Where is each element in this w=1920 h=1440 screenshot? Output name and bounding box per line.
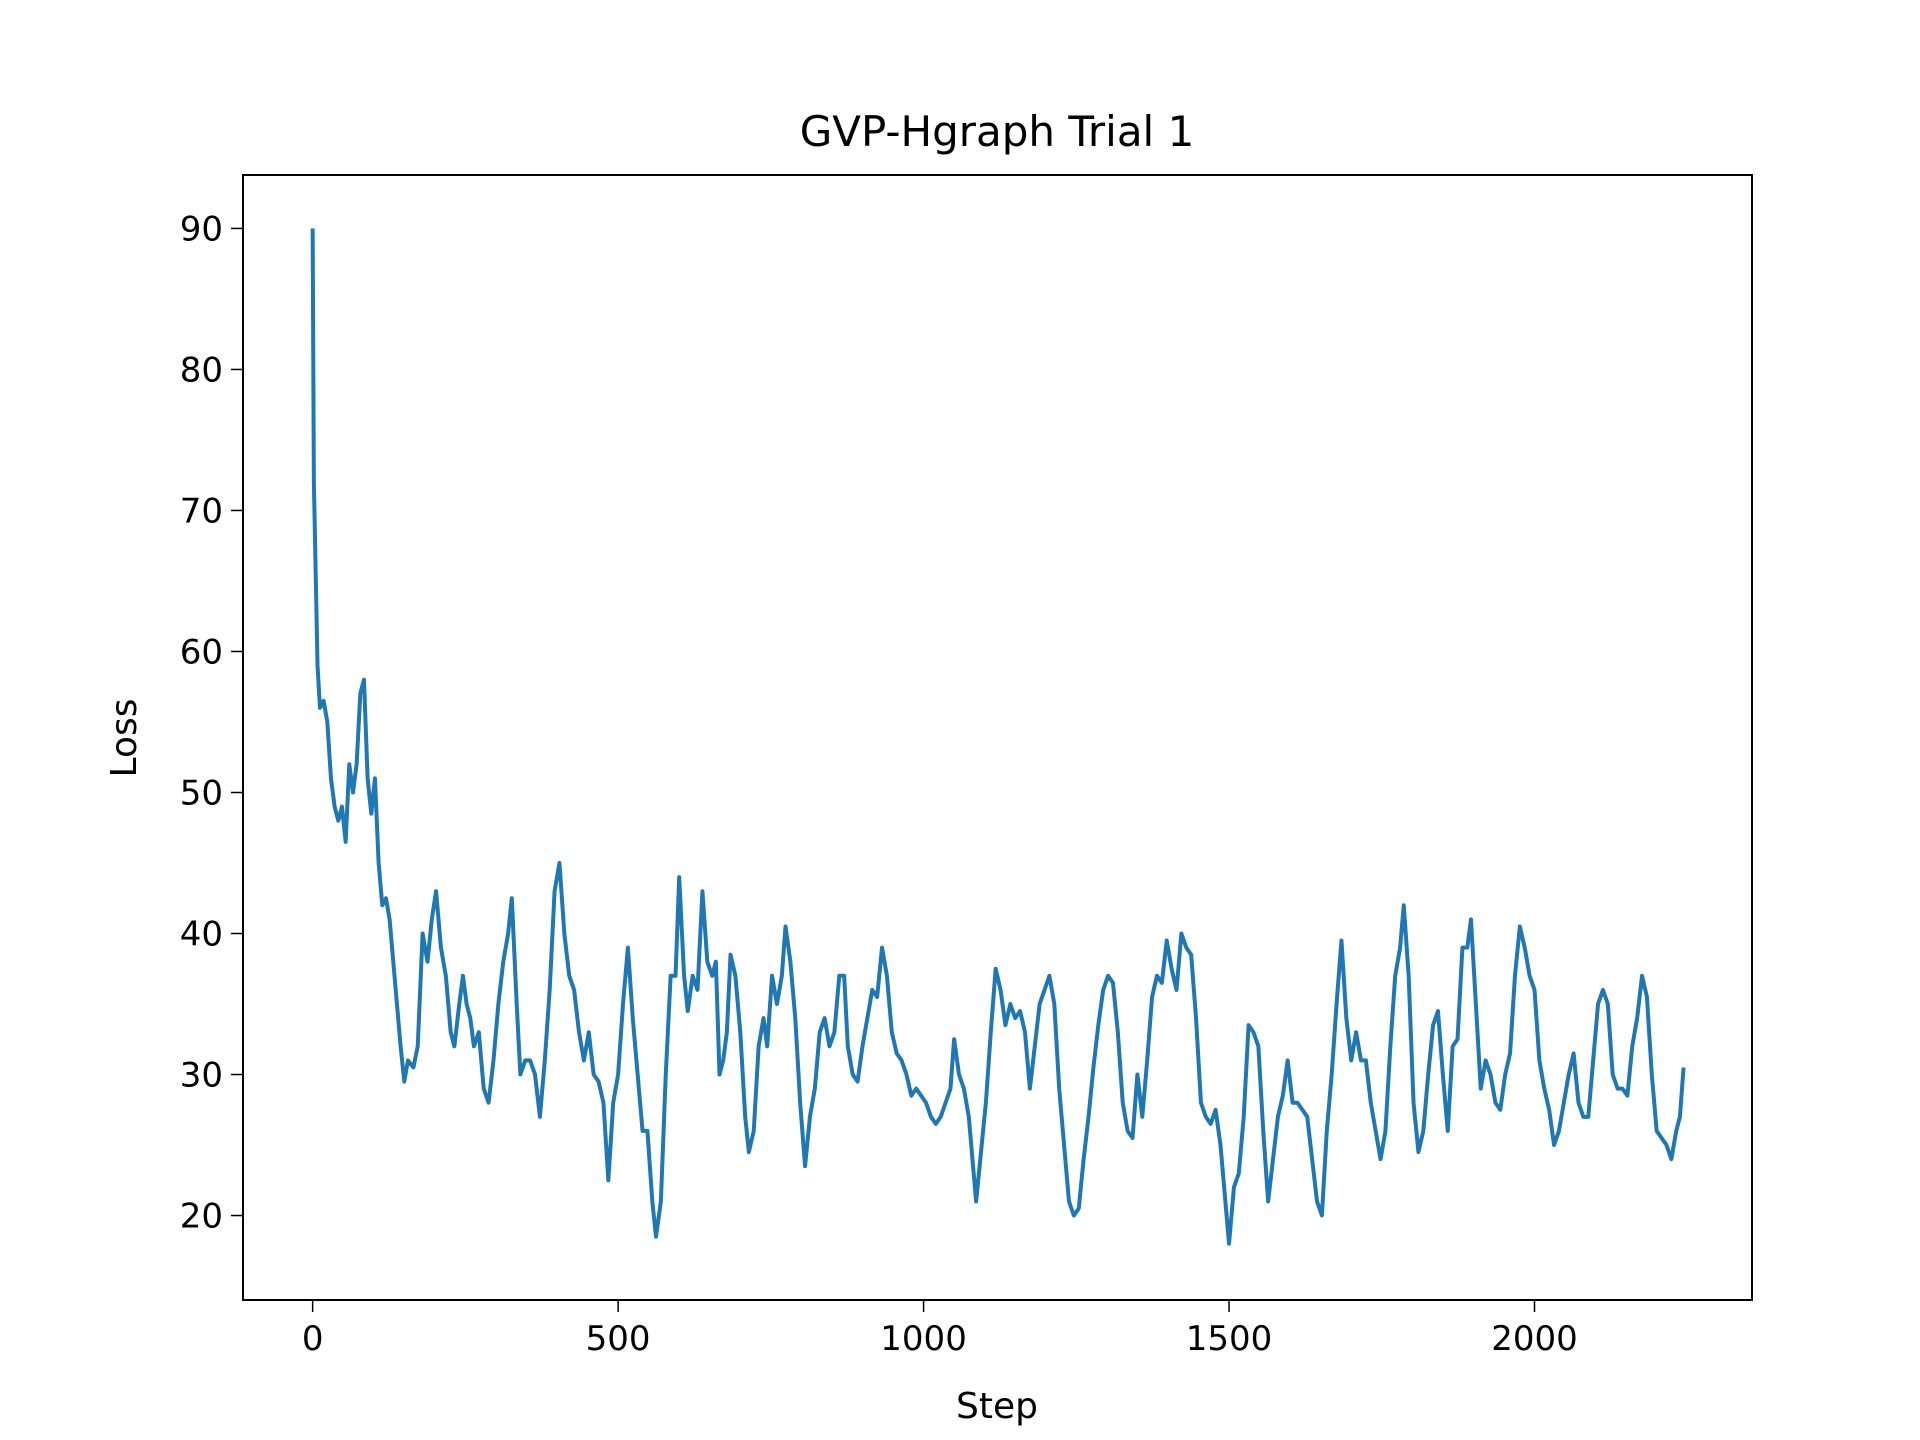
y-tick-label: 60 xyxy=(180,632,223,672)
plot-frame xyxy=(242,174,1753,1301)
x-tick-label: 500 xyxy=(586,1319,651,1359)
y-tick-label: 20 xyxy=(180,1197,223,1237)
y-axis-label: Loss xyxy=(104,699,145,778)
x-tick-label: 1000 xyxy=(880,1319,967,1359)
x-tick-label: 0 xyxy=(302,1319,324,1359)
y-tick-label: 50 xyxy=(180,773,223,813)
y-tick-label: 70 xyxy=(180,491,223,531)
y-tick-label: 80 xyxy=(180,350,223,390)
y-tick-label: 40 xyxy=(180,915,223,955)
x-tick-label: 1500 xyxy=(1186,1319,1273,1359)
x-axis-label: Step xyxy=(956,1386,1038,1427)
loss-line xyxy=(310,228,1686,1246)
y-tick-label: 30 xyxy=(180,1056,223,1096)
chart-title: GVP-Hgraph Trial 1 xyxy=(800,107,1195,156)
x-tick-label: 2000 xyxy=(1491,1319,1578,1359)
y-tick-label: 90 xyxy=(180,209,223,249)
